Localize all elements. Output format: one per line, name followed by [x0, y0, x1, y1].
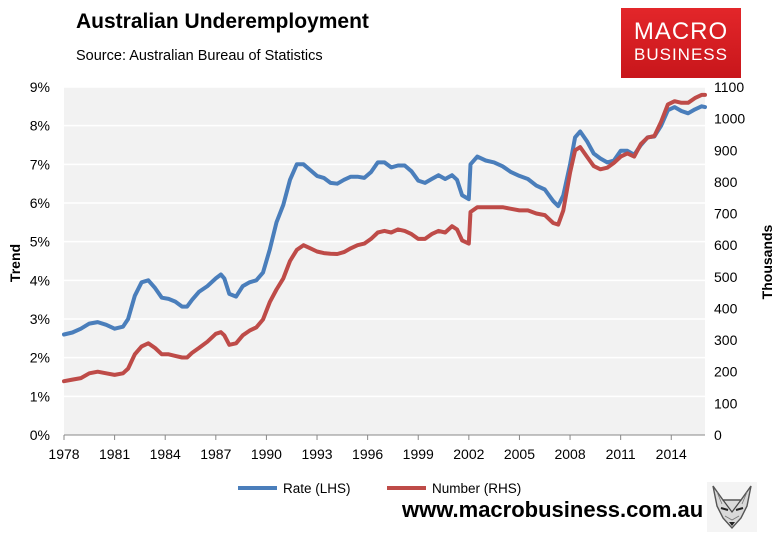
macrobusiness-logo[interactable]: MACRO BUSINESS: [621, 8, 741, 78]
y2-tick-label: 600: [714, 237, 738, 253]
fox-sketch-icon: [707, 482, 757, 532]
series-line-rate: [62, 104, 707, 337]
series-line-number: [62, 92, 707, 384]
x-tick-label: 1978: [48, 446, 79, 462]
y2-tick-label: 500: [714, 269, 738, 285]
x-tick-label: 1987: [200, 446, 231, 462]
y-tick-label: 8%: [30, 118, 50, 134]
y-tick-label: 3%: [30, 311, 50, 327]
chart-subtitle: Source: Australian Bureau of Statistics: [76, 48, 323, 64]
x-tick-label: 1996: [352, 446, 383, 462]
y-axis-right-title: Thousands: [759, 224, 775, 299]
x-tick-label: 1993: [301, 446, 332, 462]
logo-line-2: BUSINESS: [634, 45, 728, 64]
y2-tick-label: 0: [714, 427, 722, 443]
y-axis-right: 0 100 200 300 400 500 600 700 800 900 1000 1100: [714, 79, 745, 443]
plot-area: [64, 87, 705, 435]
legend-label-number: Number (RHS): [432, 481, 521, 496]
x-tick-label: 1981: [99, 446, 130, 462]
x-tick-label: 1990: [251, 446, 282, 462]
y2-tick-label: 900: [714, 142, 738, 158]
y-tick-label: 7%: [30, 156, 50, 172]
x-tick-label: 2002: [453, 446, 484, 462]
y-axis-left: 0% 1% 2% 3% 4% 5% 6% 7% 8% 9%: [30, 79, 50, 443]
y-tick-label: 6%: [30, 195, 50, 211]
legend-label-rate: Rate (LHS): [283, 481, 351, 496]
y2-tick-label: 700: [714, 206, 738, 222]
y-tick-label: 2%: [30, 350, 50, 366]
y-tick-label: 1%: [30, 388, 50, 404]
y2-tick-label: 300: [714, 332, 738, 348]
x-tick-label: 1984: [150, 446, 181, 462]
legend: Rate (LHS) Number (RHS): [238, 481, 521, 496]
x-tick-label: 2008: [554, 446, 585, 462]
logo-line-1: MACRO: [633, 18, 729, 45]
y2-tick-label: 200: [714, 364, 738, 380]
series-lines: [62, 92, 707, 384]
y-tick-label: 9%: [30, 79, 50, 95]
y2-tick-label: 400: [714, 300, 738, 316]
chart-title: Australian Underemployment: [76, 10, 369, 33]
website-url[interactable]: www.macrobusiness.com.au: [402, 497, 704, 522]
y-tick-label: 0%: [30, 427, 50, 443]
x-tick-label: 2011: [606, 446, 636, 462]
y-tick-label: 4%: [30, 272, 50, 288]
x-tick-label: 2014: [656, 446, 687, 462]
y-tick-label: 5%: [30, 234, 50, 250]
x-tick-label: 2005: [504, 446, 535, 462]
y2-tick-label: 1100: [714, 79, 744, 95]
y2-tick-label: 800: [714, 174, 738, 190]
x-tick-label: 1999: [403, 446, 434, 462]
y2-tick-label: 100: [714, 395, 738, 411]
x-axis: 1978 1981 1984 1987 1990 1993 1996 1999 2002 2005…: [48, 435, 687, 462]
y2-tick-label: 1000: [714, 111, 745, 127]
y-axis-left-title: Trend: [7, 244, 23, 282]
